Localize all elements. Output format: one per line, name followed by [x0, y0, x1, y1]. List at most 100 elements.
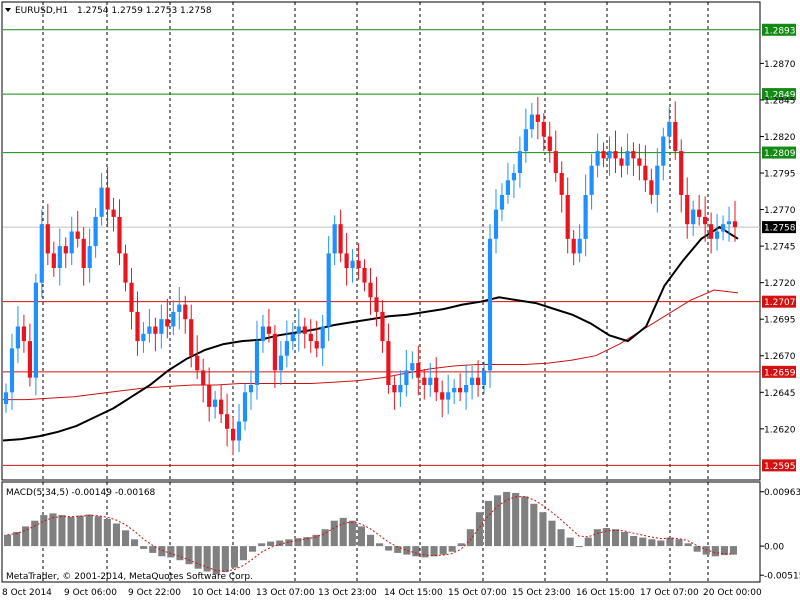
moving-averages [2, 225, 739, 442]
macd-bar [421, 546, 429, 558]
candle-body [565, 195, 570, 239]
macd-axis: 0.00963 0.00 -0.00515 [760, 488, 800, 582]
time-label: 9 Oct 06:00 [64, 588, 117, 598]
macd-bar [711, 546, 719, 557]
symbol-label: EURUSD,H1 [15, 6, 68, 16]
macd-bar [276, 540, 284, 547]
time-label: 20 Oct 00:00 [703, 588, 762, 598]
candle-body [356, 260, 361, 268]
candle-body [171, 311, 176, 327]
macd-bar [466, 529, 474, 547]
candle-body [583, 195, 588, 239]
macd-bar [31, 520, 39, 547]
time-label: 16 Oct 15:00 [576, 588, 635, 598]
level-value: 1.2707 [764, 298, 796, 308]
candle-body [332, 224, 337, 254]
candle-body [547, 136, 552, 152]
macd-signal-line [7, 496, 734, 572]
candle-body [105, 187, 110, 210]
macd-tick-label: 0.00 [764, 543, 784, 553]
chevron-down-icon[interactable] [5, 8, 11, 12]
candle-body [284, 341, 289, 356]
candle-body [21, 326, 26, 342]
macd-label: MACD(5,34,5) -0.00149 -0.00168 [6, 488, 156, 498]
macd-bar [439, 546, 447, 555]
candle-body [667, 121, 672, 137]
macd-bar [67, 516, 75, 547]
candle-body [631, 151, 636, 159]
macd-bar [321, 529, 329, 547]
macd-bar [40, 515, 48, 547]
time-label: 15 Oct 07:00 [448, 588, 507, 598]
candle-body [673, 121, 678, 152]
candle-body [619, 158, 624, 166]
candle-body [45, 224, 50, 254]
candle-body [242, 392, 248, 422]
candle-body [57, 246, 62, 268]
macd-bar [621, 532, 629, 547]
candle-body [225, 414, 230, 429]
macd-bar [49, 513, 57, 547]
macd-bar [612, 529, 620, 547]
candle-body [452, 387, 457, 393]
candle-body [374, 297, 379, 312]
macd-bar [566, 537, 574, 547]
macd-bar [448, 546, 456, 552]
price-tick-label: 1.2845 [764, 96, 796, 106]
macd-bar [76, 515, 84, 547]
candle-body [487, 238, 493, 371]
candle-body [302, 326, 307, 334]
candle-body [607, 151, 612, 159]
macd-bar [85, 514, 93, 547]
candle-body [153, 326, 158, 334]
candle-body [703, 216, 708, 225]
macd-bar [693, 546, 701, 552]
candle-body [691, 209, 696, 225]
candle-body [117, 216, 122, 254]
price-panel[interactable] [1, 1, 761, 481]
macd-bar [557, 529, 565, 547]
candle-body [661, 136, 666, 166]
macd-bar [584, 537, 592, 547]
macd-bar [530, 503, 538, 547]
candle-body [63, 246, 68, 254]
level-value: 1.2659 [764, 368, 796, 378]
macd-bar [648, 539, 656, 547]
candle-body [613, 151, 618, 159]
macd-bar [512, 493, 520, 547]
macd-bar [221, 546, 229, 573]
level-value: 1.2809 [764, 149, 796, 159]
macd-bar [657, 540, 665, 547]
level-tag [762, 295, 796, 308]
candle-body [517, 151, 522, 173]
macd-bar [394, 546, 402, 553]
candle-body [201, 370, 206, 385]
macd-bar [403, 546, 411, 555]
candle-body [541, 121, 546, 137]
candle-body [326, 253, 331, 327]
macd-bar [230, 546, 238, 568]
fast-ma-line [2, 225, 739, 442]
macd-bar [249, 546, 257, 552]
candle-body [595, 151, 600, 166]
macd-bar [666, 537, 674, 547]
level-tag [762, 23, 796, 36]
price-axis: 1.2893 1.2849 1.2809 1.2707 1.2659 1.2595 1.27… [760, 23, 796, 472]
candle-body [219, 399, 224, 415]
candle-body [266, 326, 271, 334]
candle-body [553, 151, 558, 173]
symbol-header[interactable]: EURUSD,H1 1.2754 1.2759 1.2753 1.2758 [5, 6, 212, 16]
macd-bar [675, 539, 683, 547]
candle-body [535, 114, 540, 122]
candle-body [410, 363, 415, 371]
candle-body [476, 377, 481, 385]
candle-body [589, 165, 594, 195]
time-axis: 8 Oct 2014 9 Oct 06:00 9 Oct 22:00 10 Oct 1… [2, 588, 762, 598]
price-tick-label: 1.2620 [764, 425, 796, 435]
macd-bar [639, 537, 647, 547]
candle-body [338, 224, 343, 254]
time-label: 13 Oct 07:00 [256, 588, 315, 598]
level-tag [762, 88, 796, 101]
ohlc-values: 1.2754 1.2759 1.2753 1.2758 [77, 6, 212, 16]
